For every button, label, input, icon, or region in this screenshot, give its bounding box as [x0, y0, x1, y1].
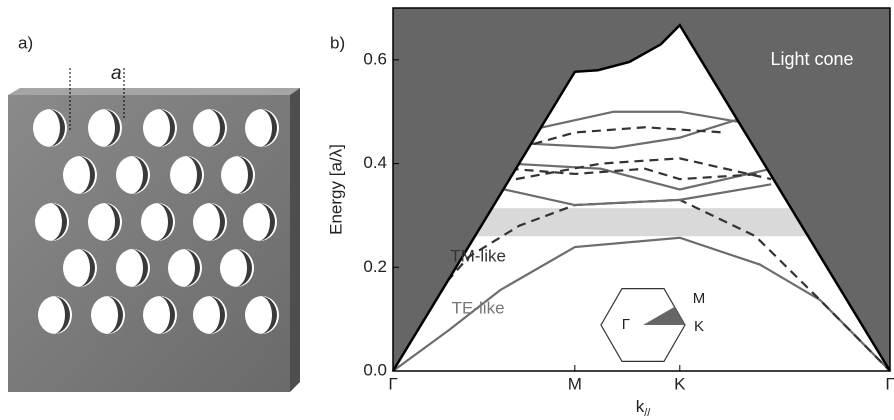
- light-cone-label: Light cone: [770, 49, 853, 69]
- x-tick-label: M: [568, 374, 582, 393]
- y-tick-label: 0.0: [363, 360, 387, 379]
- inset-label: M: [693, 290, 706, 307]
- hole-shadow: [208, 296, 225, 334]
- hole-shadow: [156, 203, 173, 241]
- hole-shadow: [235, 249, 252, 287]
- hole-shadow: [185, 156, 202, 194]
- inset-label: Γ: [622, 316, 630, 333]
- te-band: [481, 183, 772, 207]
- hole-shadow: [158, 296, 175, 334]
- inset-label: K: [694, 318, 704, 335]
- hole-shadow: [131, 156, 148, 194]
- annotation: TE-like: [452, 298, 505, 317]
- irreducible-zone: [643, 306, 685, 325]
- slab-illustration: a) a: [8, 33, 300, 392]
- x-tick-label: Γ: [388, 374, 397, 393]
- te-band: [392, 236, 891, 372]
- hole-shadow: [106, 296, 123, 334]
- tm-band: [518, 126, 724, 150]
- hole-shadow: [183, 249, 200, 287]
- hole-shadow: [236, 156, 253, 194]
- panel-label: a): [18, 33, 33, 52]
- hole-shadow: [48, 109, 65, 147]
- x-axis-label: k//: [636, 397, 652, 418]
- y-tick-label: 0.2: [363, 257, 387, 276]
- tm-band: [515, 157, 772, 181]
- x-tick-label: K: [674, 374, 686, 393]
- hole-shadow: [103, 109, 120, 147]
- plot-frame: [392, 7, 891, 372]
- hole-shadow: [258, 203, 275, 241]
- brillouin-zone: [600, 288, 686, 362]
- y-tick-label: 0.4: [363, 153, 387, 172]
- x-axis-label-main: k: [636, 397, 645, 416]
- hole-shadow: [158, 109, 175, 147]
- te-band: [512, 115, 747, 150]
- hole-shadow: [103, 203, 120, 241]
- light-cone-region: [393, 8, 890, 371]
- slab-top: [8, 88, 300, 95]
- te-band: [518, 110, 740, 134]
- hole-shadow: [208, 203, 225, 241]
- x-axis-label-sub: //: [644, 407, 651, 419]
- hole-shadow: [131, 249, 148, 287]
- annotation: TM-like: [450, 246, 506, 265]
- hole-shadow: [78, 156, 95, 194]
- slab-side: [290, 88, 300, 392]
- y-tick-label: 0.6: [363, 49, 387, 68]
- te-band: [509, 162, 772, 191]
- hole-shadow: [260, 109, 277, 147]
- hole-shadow: [53, 296, 70, 334]
- hole-shadow: [50, 203, 67, 241]
- lattice-label: a: [111, 63, 122, 84]
- light-line: [391, 23, 892, 372]
- panel-label: b): [330, 33, 345, 52]
- hole-shadow: [208, 109, 225, 147]
- tm-band: [509, 167, 762, 181]
- hole-shadow: [260, 296, 277, 334]
- x-tick-label: Γ: [885, 374, 894, 393]
- hole-shadow: [78, 249, 95, 287]
- y-axis-label: Energy [a/λ]: [326, 144, 345, 235]
